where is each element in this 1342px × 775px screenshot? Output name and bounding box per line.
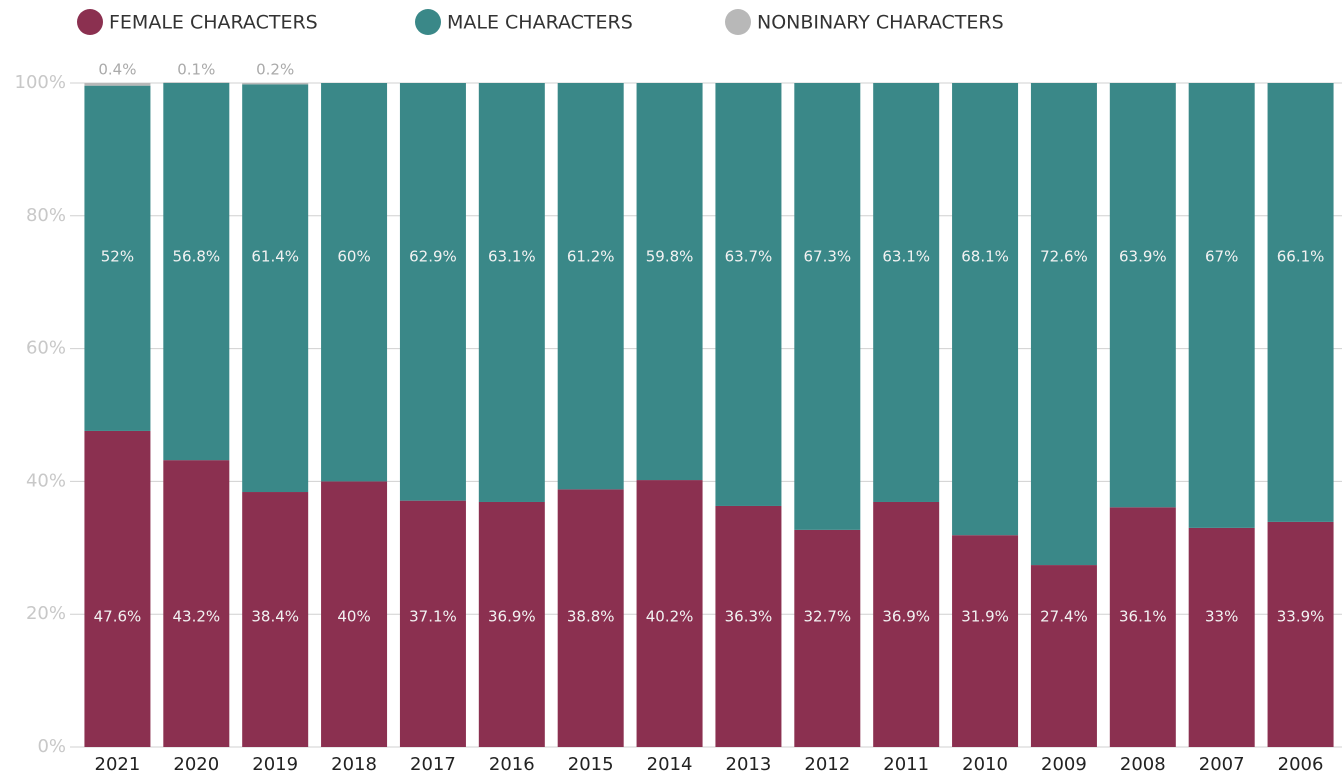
bar-segment	[873, 501, 940, 747]
data-label: 31.9%	[961, 608, 1009, 626]
bar-segment	[873, 83, 940, 502]
bar-segment	[1109, 83, 1176, 508]
bar-segment	[636, 83, 703, 481]
bar-segment	[1267, 521, 1334, 747]
data-label: 60%	[337, 248, 370, 266]
data-label: 36.3%	[725, 608, 773, 626]
data-label: 68.1%	[961, 248, 1009, 266]
bar-segment	[84, 430, 151, 747]
bar-segment	[84, 83, 151, 86]
data-label: 67.3%	[803, 248, 851, 266]
bar-segment	[163, 460, 230, 747]
data-label: 61.4%	[251, 248, 299, 266]
data-label: 36.9%	[488, 608, 536, 626]
x-tick-label: 2009	[1041, 754, 1087, 775]
bar-segment	[1267, 83, 1334, 522]
bar-segment	[242, 492, 309, 747]
bar-segment	[321, 83, 388, 482]
x-tick-label: 2008	[1120, 754, 1166, 775]
x-tick-label: 2011	[883, 754, 929, 775]
legend-swatch	[77, 9, 103, 35]
data-label: 40.2%	[646, 608, 694, 626]
x-tick-label: 2015	[568, 754, 614, 775]
bar-segment	[1109, 507, 1176, 747]
bar-segment	[242, 83, 309, 85]
bar-segment	[478, 501, 545, 747]
bar-segment	[399, 83, 466, 501]
data-label: 0.2%	[256, 61, 294, 79]
x-tick-label: 2017	[410, 754, 456, 775]
data-label: 52%	[101, 248, 134, 266]
data-label: 38.8%	[567, 608, 615, 626]
data-label: 0.1%	[177, 61, 215, 79]
data-label: 36.1%	[1119, 608, 1167, 626]
bar-segment	[1030, 83, 1097, 566]
bar-segment	[163, 82, 230, 83]
bar-segment	[715, 505, 782, 747]
data-label: 61.2%	[567, 248, 615, 266]
bar-segment	[1188, 83, 1255, 528]
x-tick-label: 2006	[1278, 754, 1324, 775]
y-tick-label: 60%	[26, 338, 66, 359]
x-tick-label: 2021	[95, 754, 141, 775]
legend-swatch	[415, 9, 441, 35]
x-tick-label: 2012	[804, 754, 850, 775]
bar-segment	[557, 83, 624, 490]
y-tick-label: 20%	[26, 603, 66, 624]
x-tick-label: 2019	[252, 754, 298, 775]
bar-segment	[84, 85, 151, 431]
legend-swatch	[725, 9, 751, 35]
data-label: 38.4%	[251, 608, 299, 626]
data-label: 56.8%	[172, 248, 220, 266]
legend-label: FEMALE CHARACTERS	[109, 12, 318, 34]
data-label: 37.1%	[409, 608, 457, 626]
data-label: 27.4%	[1040, 608, 1088, 626]
data-label: 63.7%	[725, 248, 773, 266]
bar-segment	[636, 480, 703, 747]
bar-segment	[399, 500, 466, 747]
x-tick-label: 2018	[331, 754, 377, 775]
x-tick-label: 2013	[726, 754, 772, 775]
data-label: 67%	[1205, 248, 1238, 266]
data-label: 32.7%	[803, 608, 851, 626]
bar-segment	[952, 535, 1019, 747]
x-tick-label: 2014	[647, 754, 693, 775]
bar-segment	[242, 84, 309, 493]
bar-segment	[794, 529, 861, 747]
bar-segment	[478, 83, 545, 502]
y-tick-label: 100%	[15, 72, 66, 93]
data-label: 63.1%	[882, 248, 930, 266]
y-tick-label: 0%	[37, 736, 66, 757]
data-label: 0.4%	[98, 61, 136, 79]
y-tick-label: 80%	[26, 205, 66, 226]
data-label: 33%	[1205, 608, 1238, 626]
data-label: 59.8%	[646, 248, 694, 266]
y-tick-label: 40%	[26, 470, 66, 491]
data-label: 33.9%	[1277, 608, 1325, 626]
data-label: 36.9%	[882, 608, 930, 626]
legend-label: NONBINARY CHARACTERS	[757, 12, 1004, 34]
bar-segment	[1188, 527, 1255, 747]
bar-segment	[952, 83, 1019, 536]
bar-segment	[1030, 565, 1097, 747]
legend-label: MALE CHARACTERS	[447, 12, 633, 34]
data-label: 63.1%	[488, 248, 536, 266]
bar-segment	[163, 83, 230, 461]
bar-segment	[557, 489, 624, 747]
data-label: 40%	[337, 608, 370, 626]
data-label: 72.6%	[1040, 248, 1088, 266]
x-tick-label: 2016	[489, 754, 535, 775]
bar-segment	[794, 83, 861, 530]
x-tick-label: 2020	[173, 754, 219, 775]
data-label: 47.6%	[94, 608, 142, 626]
bar-segment	[321, 481, 388, 747]
x-tick-label: 2007	[1199, 754, 1245, 775]
data-label: 66.1%	[1277, 248, 1325, 266]
data-label: 43.2%	[172, 608, 220, 626]
data-label: 63.9%	[1119, 248, 1167, 266]
x-tick-label: 2010	[962, 754, 1008, 775]
bar-segment	[715, 83, 782, 506]
data-label: 62.9%	[409, 248, 457, 266]
